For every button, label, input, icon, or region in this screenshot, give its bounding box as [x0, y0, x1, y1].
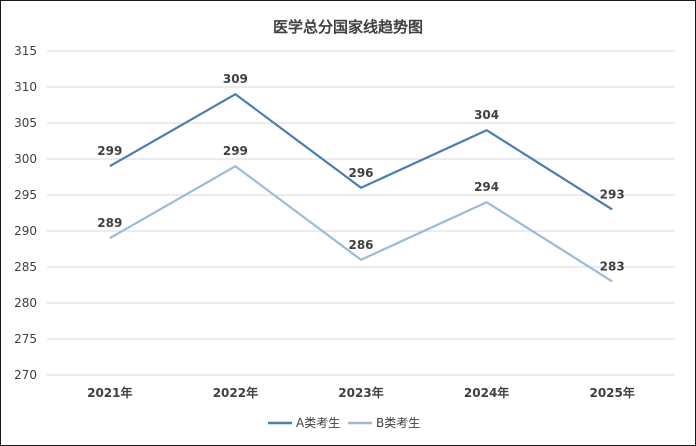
data-labels: 299 309 296 304 293 289 299 286 294 283 [97, 72, 624, 273]
data-label: 294 [474, 180, 499, 194]
data-label: 293 [600, 187, 625, 201]
y-tick-label: 285 [14, 260, 37, 274]
y-tick-label: 315 [14, 44, 37, 58]
legend: A类考生 B类考生 [268, 416, 420, 430]
data-label: 296 [348, 166, 373, 180]
y-axis-ticks: 270 275 280 285 290 295 300 305 310 315 [14, 44, 37, 382]
x-tick-label: 2025年 [589, 385, 634, 400]
chart-title: 医学总分国家线趋势图 [273, 18, 423, 36]
y-tick-label: 310 [14, 80, 37, 94]
data-label: 299 [97, 144, 122, 158]
y-tick-label: 305 [14, 116, 37, 130]
legend-label: B类考生 [376, 416, 420, 430]
series-lines [109, 93, 613, 283]
y-tick-label: 275 [14, 332, 37, 346]
legend-label: A类考生 [296, 416, 340, 430]
data-label: 283 [600, 259, 625, 273]
y-tick-label: 280 [14, 296, 37, 310]
gridlines [47, 50, 675, 376]
x-axis-ticks: 2021年 2022年 2023年 2024年 2025年 [87, 385, 635, 400]
y-tick-label: 295 [14, 188, 37, 202]
x-tick-label: 2024年 [464, 385, 509, 400]
data-label: 299 [223, 144, 248, 158]
x-tick-label: 2022年 [213, 385, 258, 400]
y-tick-label: 270 [14, 368, 37, 382]
data-label: 289 [97, 216, 122, 230]
data-label: 286 [348, 238, 373, 252]
data-label: 309 [223, 72, 248, 86]
series-line-1 [109, 93, 613, 211]
data-label: 304 [474, 108, 499, 122]
y-tick-label: 290 [14, 224, 37, 238]
x-tick-label: 2021年 [87, 385, 132, 400]
y-tick-label: 300 [14, 152, 37, 166]
x-tick-label: 2023年 [338, 385, 383, 400]
series-line-2 [109, 165, 613, 283]
